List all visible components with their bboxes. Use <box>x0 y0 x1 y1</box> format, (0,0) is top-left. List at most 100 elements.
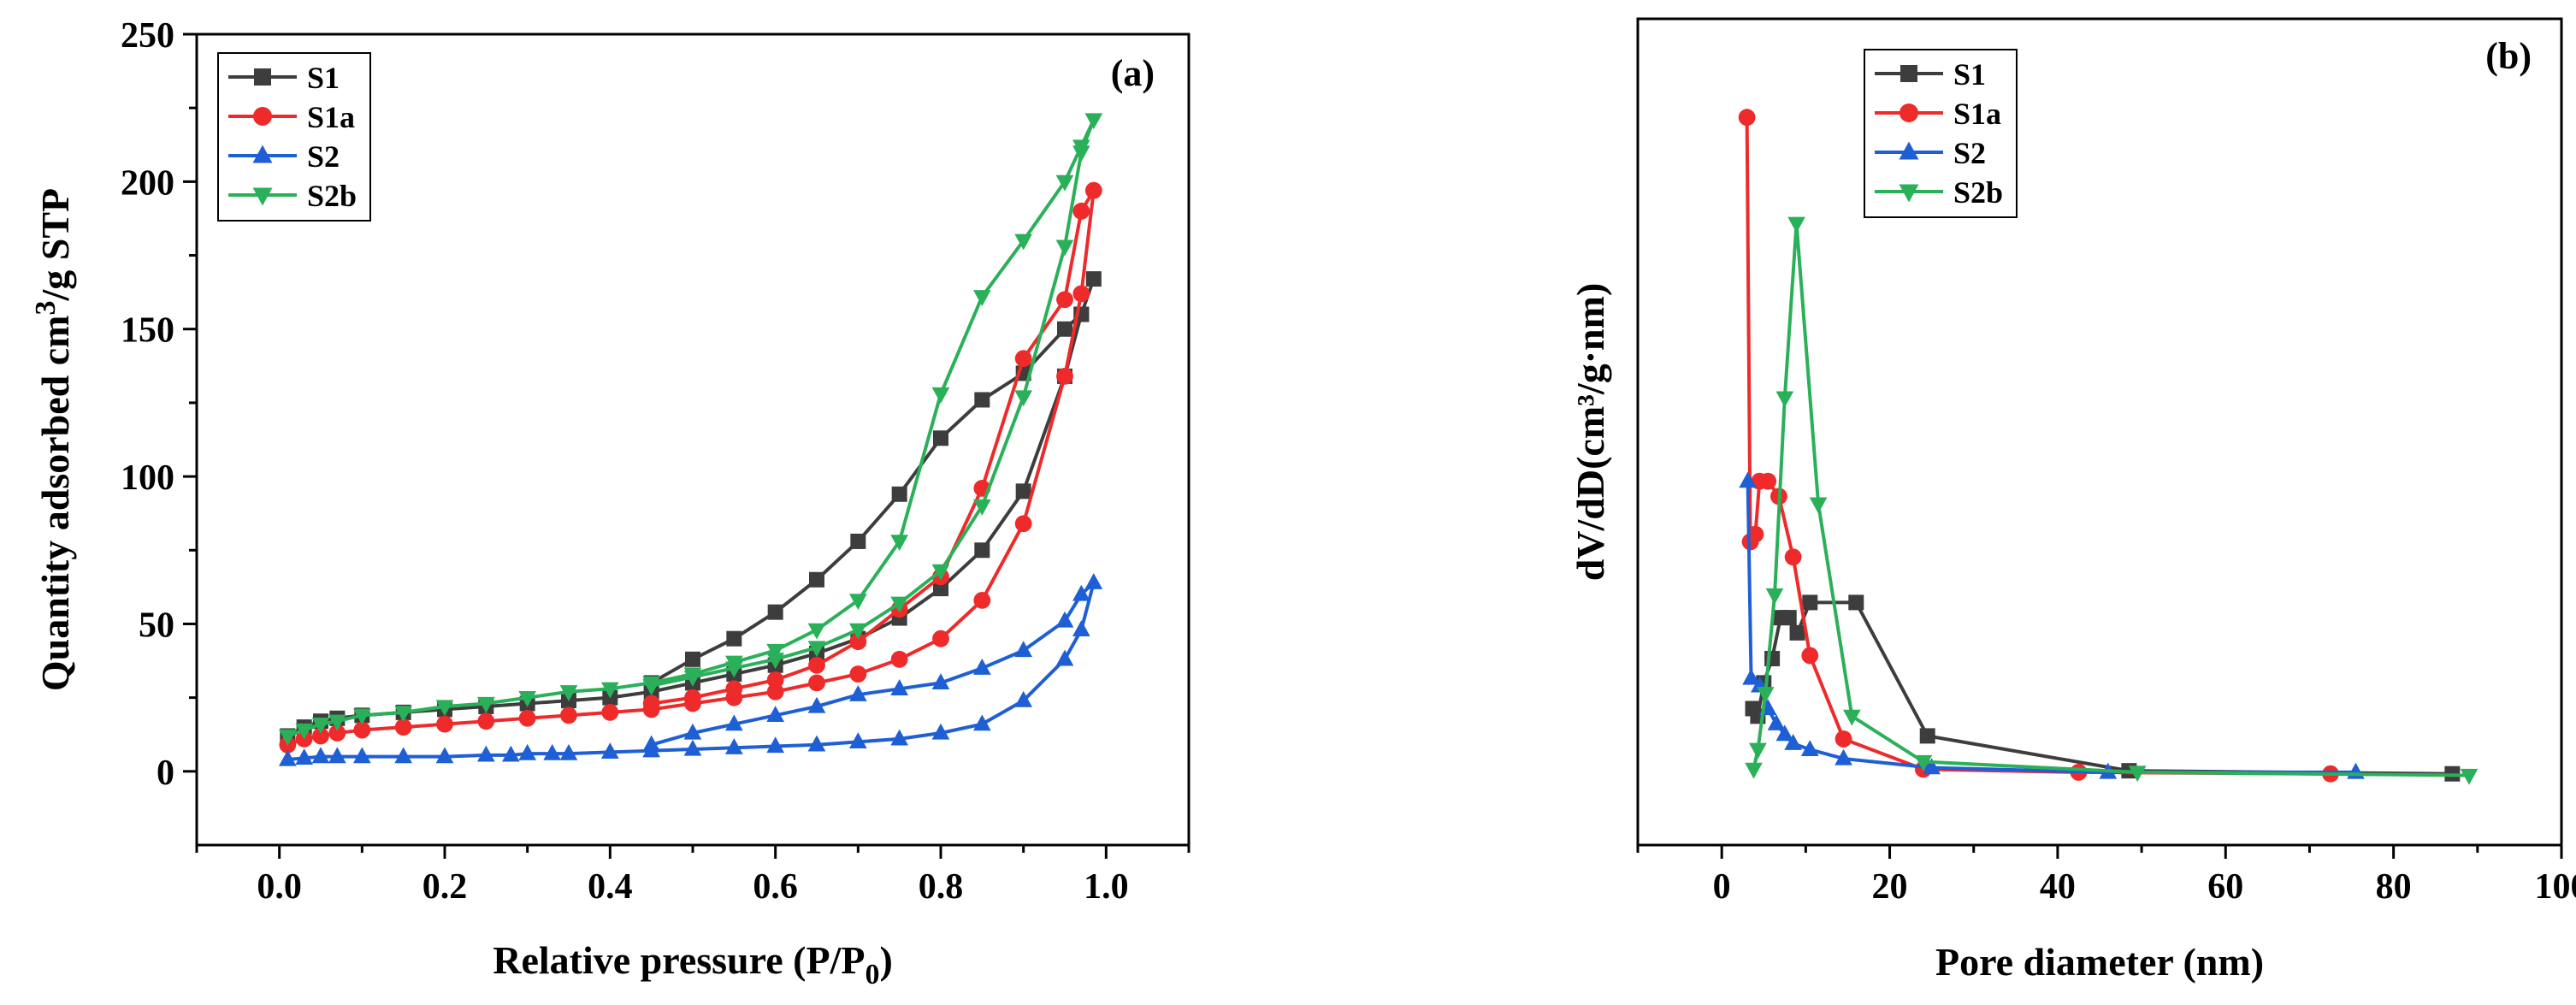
data-point <box>890 596 909 613</box>
data-point <box>311 747 330 764</box>
data-point <box>766 643 785 660</box>
data-point <box>974 392 990 408</box>
data-point <box>642 695 660 712</box>
data-point <box>807 696 826 713</box>
x-tick-label: 0.8 <box>919 867 964 907</box>
data-point <box>890 650 908 668</box>
data-point <box>352 747 371 764</box>
data-point <box>1802 594 1818 611</box>
data-point <box>684 689 701 706</box>
data-point <box>295 723 314 740</box>
data-point <box>1738 109 1756 127</box>
y-tick-label: 200 <box>121 163 174 203</box>
data-point <box>1775 724 1794 742</box>
plot-frame <box>1636 17 2563 847</box>
data-point <box>890 535 909 552</box>
data-point <box>435 700 454 717</box>
data-point <box>683 723 702 740</box>
legend-marker <box>252 187 273 206</box>
legend-label: S2b <box>1953 175 2003 210</box>
data-point <box>1072 620 1090 636</box>
series-s2b <box>1745 216 2479 785</box>
data-point <box>1745 762 1763 779</box>
data-point <box>642 679 661 696</box>
legend-label: S1a <box>1953 97 2001 131</box>
data-point <box>476 745 495 762</box>
data-point <box>931 387 950 404</box>
data-point <box>1014 690 1033 707</box>
data-point <box>849 633 867 651</box>
legend-marker <box>253 107 272 126</box>
data-point <box>1072 145 1090 163</box>
legend-item-s1a: S1a <box>228 100 355 134</box>
legend-item-s2: S2 <box>228 139 340 174</box>
data-point <box>559 743 578 760</box>
x-tick-label: 20 <box>1872 867 1908 907</box>
x-tick-label: 0.0 <box>257 867 302 907</box>
x-tick-label: 0.4 <box>588 867 633 907</box>
series-line <box>1751 600 2453 776</box>
legend-label: S2b <box>307 179 357 213</box>
data-point <box>808 674 825 692</box>
legend-box <box>1864 49 2018 218</box>
data-point <box>766 683 784 701</box>
data-point <box>1014 234 1033 251</box>
series-line <box>1752 222 2470 777</box>
data-point <box>1014 515 1032 533</box>
x-axis-title: Relative pressure (P/P0) <box>493 938 893 990</box>
data-point <box>1742 668 1760 685</box>
series-s1 <box>1745 594 2461 782</box>
data-point <box>477 712 495 730</box>
data-point <box>1746 525 1764 543</box>
data-point <box>1919 728 1935 744</box>
data-point <box>1756 687 1775 704</box>
legend-item-s2b: S2b <box>228 179 357 213</box>
data-point <box>972 499 991 516</box>
series-line <box>287 581 1096 762</box>
data-point <box>1784 548 1802 566</box>
data-point <box>1072 202 1090 220</box>
data-point <box>1057 321 1072 337</box>
series-line <box>287 117 1096 738</box>
data-point <box>394 706 413 723</box>
data-point <box>435 747 454 764</box>
x-tick-label: 1.0 <box>1084 867 1129 907</box>
data-point <box>1759 472 1777 490</box>
data-point <box>931 673 950 690</box>
data-point <box>559 685 578 701</box>
data-point <box>312 727 329 745</box>
data-point <box>1767 713 1786 730</box>
data-point <box>1914 754 1933 771</box>
data-point <box>476 696 495 713</box>
data-point <box>766 653 785 670</box>
data-point <box>809 571 824 588</box>
data-point <box>2128 766 2147 783</box>
legend-marker <box>1899 184 1919 203</box>
data-point <box>1843 709 1861 726</box>
data-point <box>767 604 783 620</box>
data-point <box>601 703 619 721</box>
data-point <box>972 290 991 307</box>
data-point <box>724 714 743 731</box>
series-line <box>1745 117 2331 776</box>
data-point <box>1809 497 1828 514</box>
series-s2b <box>278 113 1103 746</box>
data-point <box>1835 748 1852 766</box>
data-point <box>1749 742 1767 760</box>
data-point <box>1055 239 1074 257</box>
data-point <box>2460 768 2479 785</box>
legend-label: S1 <box>1953 57 1986 92</box>
data-point <box>933 581 948 597</box>
data-point <box>724 737 743 754</box>
data-point <box>850 533 866 549</box>
data-point <box>436 715 453 733</box>
data-point <box>278 729 297 746</box>
legend-label: S1 <box>307 61 340 95</box>
data-point <box>848 732 867 748</box>
data-point <box>683 670 702 687</box>
data-point <box>974 542 990 559</box>
x-tick-label: 0.2 <box>422 867 468 907</box>
y-tick-label: 50 <box>139 606 174 645</box>
data-point <box>1056 291 1073 309</box>
